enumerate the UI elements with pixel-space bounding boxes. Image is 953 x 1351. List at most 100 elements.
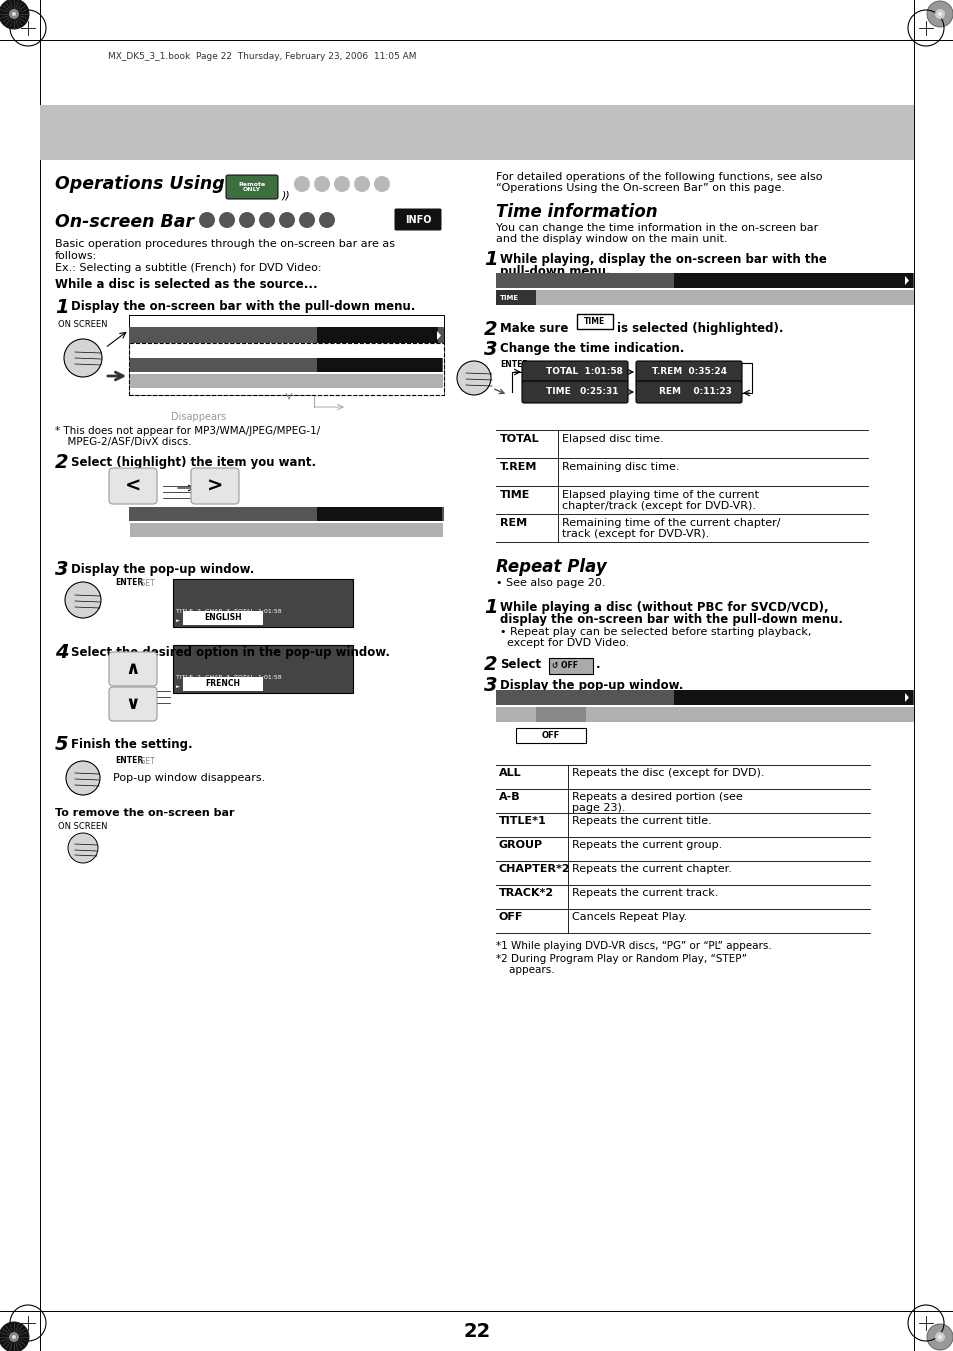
Text: TITLE  2  CHAP  3  TOTAL  1:01:58: TITLE 2 CHAP 3 TOTAL 1:01:58 [175,609,281,613]
Text: follows:: follows: [55,251,97,261]
Text: ►  CD 1/3   □□ 2/3   □□ 1/1: ► CD 1/3 □□ 2/3 □□ 1/1 [175,684,251,688]
Text: 1: 1 [483,598,497,617]
Text: A-B: A-B [498,792,520,802]
Text: CHAPTER*2: CHAPTER*2 [498,865,570,874]
Text: Display the on-screen bar with the pull-down menu.: Display the on-screen bar with the pull-… [71,300,415,313]
Text: 3: 3 [55,561,69,580]
Text: ON SCREEN: ON SCREEN [58,320,108,330]
Circle shape [68,834,98,863]
Circle shape [0,1323,29,1351]
Text: Basic operation procedures through the on-screen bar are as: Basic operation procedures through the o… [55,239,395,249]
Text: 2: 2 [483,320,497,339]
Text: Select: Select [499,658,540,671]
Bar [516,728,585,743]
Text: DVD-VIDEO: DVD-VIDEO [499,281,543,286]
Text: • See also page 20.: • See also page 20. [496,578,605,588]
Text: Select the desired option in the pop-up window.: Select the desired option in the pop-up … [71,646,390,659]
Text: Cancels Repeat Play.: Cancels Repeat Play. [572,912,686,921]
Polygon shape [904,276,908,285]
Text: Make sure: Make sure [499,322,568,335]
Text: ENTER: ENTER [115,578,143,586]
Text: ALL: ALL [498,767,521,778]
Bar [172,580,353,627]
Text: DVD-VIDEO: DVD-VIDEO [499,698,543,704]
Circle shape [298,212,314,228]
Text: 1: 1 [483,250,497,269]
Text: Repeats the disc (except for DVD).: Repeats the disc (except for DVD). [572,767,763,778]
Bar [183,677,263,690]
Text: Time information: Time information [496,203,657,222]
Text: Select (highlight) the item you want.: Select (highlight) the item you want. [71,457,315,469]
Circle shape [294,176,310,192]
Text: FRENCH: FRENCH [205,680,240,689]
Circle shape [66,761,100,794]
Text: ON SCREEN: ON SCREEN [58,821,108,831]
Text: TIME: TIME [499,490,530,500]
Bar [536,707,585,721]
Circle shape [456,361,491,394]
FancyBboxPatch shape [548,658,593,674]
Bar [316,327,437,343]
Bar [673,690,912,705]
Text: OFF: OFF [498,912,523,921]
Circle shape [64,339,102,377]
Text: display the on-screen bar with the pull-down menu.: display the on-screen bar with the pull-… [499,613,842,626]
Bar [316,358,441,372]
FancyBboxPatch shape [109,688,157,721]
Text: Repeats the current track.: Repeats the current track. [572,888,718,898]
Text: appears.: appears. [496,965,554,975]
Text: You can change the time information in the on-screen bar: You can change the time information in t… [496,223,818,232]
Circle shape [926,1324,952,1350]
Text: TITLE  2  CHAP  3  TOTAL  1:01:58: TITLE 2 CHAP 3 TOTAL 1:01:58 [175,676,281,680]
Text: except for DVD Video.: except for DVD Video. [499,638,629,648]
Text: )): )) [282,190,291,201]
Bar [496,273,913,288]
Text: TITLE*1: TITLE*1 [498,816,546,825]
Text: * This does not appear for MP3/WMA/JPEG/MPEG-1/: * This does not appear for MP3/WMA/JPEG/… [55,426,320,436]
FancyBboxPatch shape [226,176,277,199]
Text: page 23).: page 23). [572,802,625,813]
FancyBboxPatch shape [521,361,627,382]
Text: ENTER: ENTER [499,359,528,369]
Text: OFF: OFF [541,731,559,740]
Text: and the display window on the main unit.: and the display window on the main unit. [496,234,727,245]
Text: track (except for DVD-VR).: track (except for DVD-VR). [561,530,708,539]
Circle shape [0,0,29,28]
Bar [130,358,442,372]
Text: TITLE  2  CHAP  3  TOTAL  1:01:58: TITLE 2 CHAP 3 TOTAL 1:01:58 [678,281,796,286]
Bar [183,611,263,626]
Text: TIME   OFF    CHAP.   1/3    1/3    1/1: TIME OFF CHAP. 1/3 1/3 1/1 [132,381,230,386]
Circle shape [199,212,214,228]
Bar [40,105,913,159]
Text: *2 During Program Play or Random Play, “STEP”: *2 During Program Play or Random Play, “… [496,954,746,965]
Bar [129,507,443,521]
Text: TITLE 2  CHAP 3  TOTAL  1:01:58: TITLE 2 CHAP 3 TOTAL 1:01:58 [319,513,408,519]
Circle shape [314,176,330,192]
FancyBboxPatch shape [521,381,627,403]
Circle shape [934,9,944,19]
Text: T.REM: T.REM [499,462,537,471]
Bar [130,374,442,388]
Text: /SET: /SET [138,578,154,586]
Text: TIME   OFF    CHAP.   1/3    1/3    1/1: TIME OFF CHAP. 1/3 1/3 1/1 [132,530,230,535]
Text: Repeats the current group.: Repeats the current group. [572,840,721,850]
Circle shape [12,1335,16,1339]
Text: <: < [125,477,141,496]
Circle shape [937,1335,941,1339]
Text: Remaining disc time.: Remaining disc time. [561,462,679,471]
Bar [129,327,443,343]
Text: TITLE 2  CHAP 3  TOTAL  1:01:58: TITLE 2 CHAP 3 TOTAL 1:01:58 [319,365,408,370]
Text: While playing a disc (without PBC for SVCD/VCD),: While playing a disc (without PBC for SV… [499,601,828,613]
Text: 1: 1 [55,299,69,317]
Text: Elapsed playing time of the current: Elapsed playing time of the current [561,490,759,500]
Text: ENTER: ENTER [115,757,143,765]
Circle shape [219,212,234,228]
Text: DVD-VIDEO: DVD-VIDEO [132,365,170,370]
Circle shape [937,12,941,16]
Text: 22: 22 [463,1323,490,1342]
Text: GROUP: GROUP [498,840,542,850]
Bar [129,343,443,394]
Text: Finish the setting.: Finish the setting. [71,738,193,751]
Text: /SET: /SET [138,757,154,765]
Circle shape [354,176,370,192]
